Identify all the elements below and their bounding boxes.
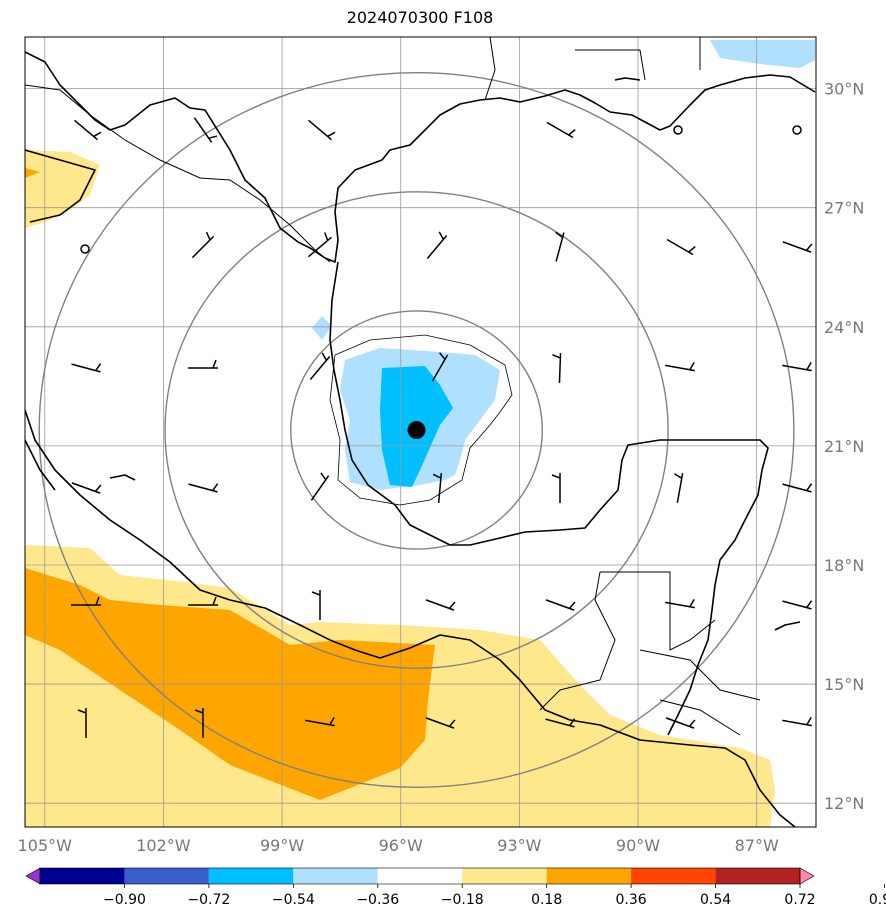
colorbar-segment (293, 868, 378, 884)
wind-barb (665, 717, 696, 729)
latitude-tick-label: 18°N (824, 556, 864, 575)
longitude-tick-label: 87°W (735, 836, 779, 855)
wind-barb (310, 472, 330, 501)
station-circle (673, 125, 683, 135)
longitude-tick-labels: 105°W 102°W 99°W 96°W 93°W 90°W 87°W (18, 836, 779, 855)
colorbar-segment (546, 868, 632, 884)
wind-barb (188, 359, 218, 369)
wind-barb (308, 232, 332, 258)
longitude-tick-label: 93°W (497, 836, 541, 855)
latitude-tick-label: 30°N (824, 80, 864, 99)
wind-barb (665, 598, 695, 609)
range-rings (38, 72, 795, 789)
wind-barb (193, 117, 218, 143)
wind-barb (77, 708, 87, 738)
latitude-tick-labels: 30°N 27°N 24°N 21°N 18°N 15°N 12°N (824, 80, 864, 814)
colorbar-segment (462, 868, 547, 884)
wind-barb (432, 472, 443, 504)
wind-barb (431, 352, 449, 382)
colorbar-tick-label: −0.54 (272, 892, 315, 908)
wind-barb (426, 231, 448, 259)
latitude-tick-label: 27°N (824, 199, 864, 218)
latitude-tick-label: 12°N (824, 794, 864, 813)
wind-barbs (71, 117, 813, 738)
map-frame (24, 36, 817, 828)
wind-barb (71, 482, 102, 494)
wind-barb (191, 231, 215, 259)
colorbar-extension-low (25, 867, 41, 885)
wind-barb (673, 473, 684, 503)
wind-barb (308, 119, 336, 141)
wind-barb (311, 590, 321, 620)
wind-barb (305, 716, 335, 727)
colorbar-tick-label: −0.36 (356, 892, 399, 908)
colorbar-tick-label: 0.18 (531, 892, 562, 908)
wind-barb (665, 361, 695, 372)
wind-barb (782, 361, 812, 372)
colorbar-tick-label: −0.72 (187, 892, 230, 908)
range-ring (290, 310, 544, 550)
wind-barb (309, 352, 331, 380)
wind-barb (425, 717, 456, 729)
wind-barb (666, 238, 696, 256)
colorbar-outline (39, 867, 801, 885)
wind-barb (555, 231, 565, 262)
colorbar-tick-label: 0.36 (616, 892, 647, 908)
colorbar-extension-high (799, 867, 815, 885)
wind-barb (782, 241, 813, 253)
colorbar-segment (631, 868, 716, 884)
colorbar-tick-label: 0.90 (869, 892, 886, 908)
wind-barb (545, 718, 576, 728)
latitude-tick-label: 15°N (824, 675, 864, 694)
wind-barb (425, 599, 456, 611)
colorbar-segment (377, 868, 463, 884)
wind-barb (188, 483, 219, 493)
anomaly-contour-line (329, 334, 513, 506)
wind-barb (782, 600, 813, 610)
wind-barb (551, 473, 561, 503)
colorbar-segment (40, 868, 125, 884)
latitude-tick-label: 21°N (824, 437, 864, 456)
colorbar-tick-label: −0.18 (441, 892, 484, 908)
wind-barb (188, 596, 218, 606)
wind-barb (545, 599, 576, 611)
wind-barb (782, 716, 812, 727)
wind-barb (546, 121, 576, 139)
longitude-tick-label: 105°W (18, 836, 73, 855)
wind-barb (71, 363, 102, 373)
wind-barb (74, 119, 102, 141)
longitude-tick-label: 96°W (379, 836, 423, 855)
colorbar-tick-label: 0.54 (700, 892, 731, 908)
colorbar-tick-label: −0.90 (103, 892, 146, 908)
colorbar: −0.90 −0.72 −0.54 −0.36 −0.18 0.18 0.36 0.54 0.7… (25, 867, 886, 908)
station-circle (80, 244, 90, 254)
wind-barb (552, 352, 562, 384)
longitude-tick-label: 102°W (136, 836, 191, 855)
latitude-tick-label: 24°N (824, 318, 864, 337)
storm-center-marker (407, 421, 426, 440)
wind-barb (782, 483, 813, 493)
longitude-tick-label: 90°W (616, 836, 660, 855)
range-ring (164, 191, 669, 669)
colorbar-segment (208, 868, 294, 884)
colorbar-tick-label: 0.72 (784, 892, 815, 908)
station-circle (792, 125, 802, 135)
political-borders (25, 37, 761, 736)
wind-barb (71, 596, 101, 606)
map-title: 2024070300 F108 (346, 8, 494, 27)
colorbar-segment (124, 868, 209, 884)
colorbar-segment (715, 868, 800, 884)
coastlines (25, 51, 816, 827)
wind-barb (194, 708, 204, 738)
range-ring (38, 72, 795, 789)
longitude-tick-label: 99°W (260, 836, 304, 855)
